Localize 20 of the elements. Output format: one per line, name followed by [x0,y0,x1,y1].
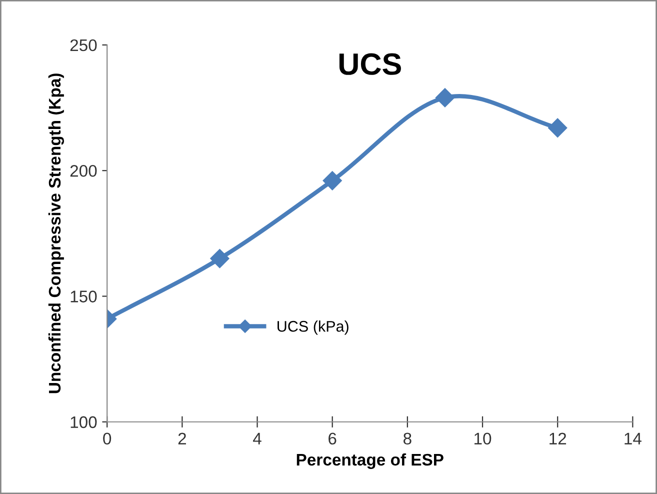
point [210,249,230,268]
chart-title: UCS [339,53,401,75]
x-tick-label: 8 [404,432,412,445]
x-tick-label: 12 [550,432,566,444]
x-tick-label: 6 [328,432,336,445]
point [435,88,455,108]
point [322,171,342,190]
x-tick-label: 2 [178,432,186,444]
y-tick-label: 250 [70,39,97,52]
y-axis-title: Unconfined Compressive Strength (Kpa) [48,74,64,394]
point [548,118,568,138]
x-tick-label: 14 [624,432,642,444]
y-tick-label: 150 [70,290,97,302]
x-tick-label: 4 [253,432,262,444]
x-axis-title: Percentage of ESP [296,453,444,469]
x-tick-label: 0 [103,432,112,445]
legend-label: UCS (kPa) [278,320,348,335]
y-tick-label: 200 [70,164,97,177]
x-tick-label: 10 [474,432,492,445]
y-tick-label: 100 [70,416,97,428]
